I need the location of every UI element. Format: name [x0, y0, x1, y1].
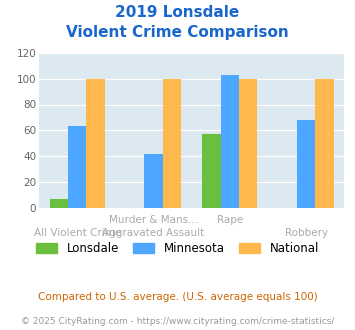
- Bar: [50, 199, 68, 208]
- Bar: [221, 75, 239, 208]
- Bar: [239, 79, 257, 208]
- Text: Rape: Rape: [217, 215, 243, 225]
- Bar: [297, 120, 315, 208]
- Text: Robbery: Robbery: [285, 228, 328, 238]
- Text: Violent Crime Comparison: Violent Crime Comparison: [66, 25, 289, 40]
- Text: © 2025 CityRating.com - https://www.cityrating.com/crime-statistics/: © 2025 CityRating.com - https://www.city…: [21, 317, 334, 326]
- Text: Murder & Mans...: Murder & Mans...: [109, 215, 198, 225]
- Legend: Lonsdale, Minnesota, National: Lonsdale, Minnesota, National: [31, 237, 324, 260]
- Text: 2019 Lonsdale: 2019 Lonsdale: [115, 5, 240, 20]
- Bar: [315, 79, 334, 208]
- Text: Compared to U.S. average. (U.S. average equals 100): Compared to U.S. average. (U.S. average …: [38, 292, 317, 302]
- Text: Aggravated Assault: Aggravated Assault: [102, 228, 205, 238]
- Bar: [202, 134, 221, 208]
- Bar: [163, 79, 181, 208]
- Bar: [86, 79, 105, 208]
- Bar: [144, 154, 163, 208]
- Bar: [68, 126, 86, 208]
- Text: All Violent Crime: All Violent Crime: [34, 228, 121, 238]
